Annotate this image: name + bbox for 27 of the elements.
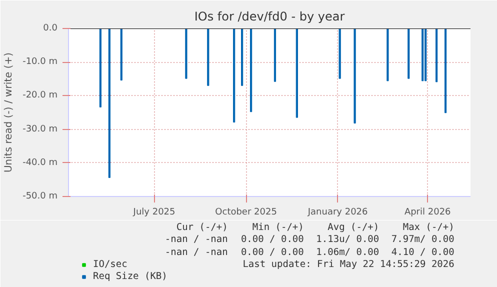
chart-title: IOs for /dev/fd0 - by year (194, 10, 345, 24)
text: 0.00 / 0.00 (240, 234, 304, 245)
text: -nan / -nan (164, 247, 228, 258)
y-tick-label: -20.0 m (22, 90, 58, 101)
y-tick-label: -10.0 m (22, 57, 58, 68)
x-tick-label: October 2025 (215, 208, 277, 218)
text: -nan / -nan (164, 234, 228, 245)
y-tick-label: -40.0 m (22, 158, 58, 168)
legend-label: IO/sec (93, 259, 128, 270)
text: Cur (-/+) (176, 222, 228, 233)
x-tick-label: January 2026 (306, 208, 368, 218)
text: 1.13u/ 0.00 (316, 234, 380, 245)
text: Min (-/+) (252, 222, 304, 233)
y-axis-title: Units read (-) / write (+) (4, 52, 15, 173)
text: Last update: Fri May 22 14:55:29 2026 (242, 259, 455, 270)
legend-label: Req Size (KB) (93, 271, 168, 282)
y-tick-label: -50.0 m (22, 192, 58, 202)
y-tick-label: 0.0 (43, 24, 58, 34)
text: 7.97m/ 0.00 (391, 234, 455, 245)
text: 0.00 / 0.00 (240, 247, 304, 258)
text: Avg (-/+) (328, 222, 380, 233)
text: 1.06m/ 0.00 (316, 247, 380, 258)
x-tick-label: July 2025 (132, 208, 176, 218)
text: 4.10 / 0.00 (391, 247, 455, 258)
text: Max (-/+) (402, 222, 454, 233)
y-tick-label: -30.0 m (22, 124, 58, 134)
x-tick-label: April 2026 (404, 208, 452, 218)
